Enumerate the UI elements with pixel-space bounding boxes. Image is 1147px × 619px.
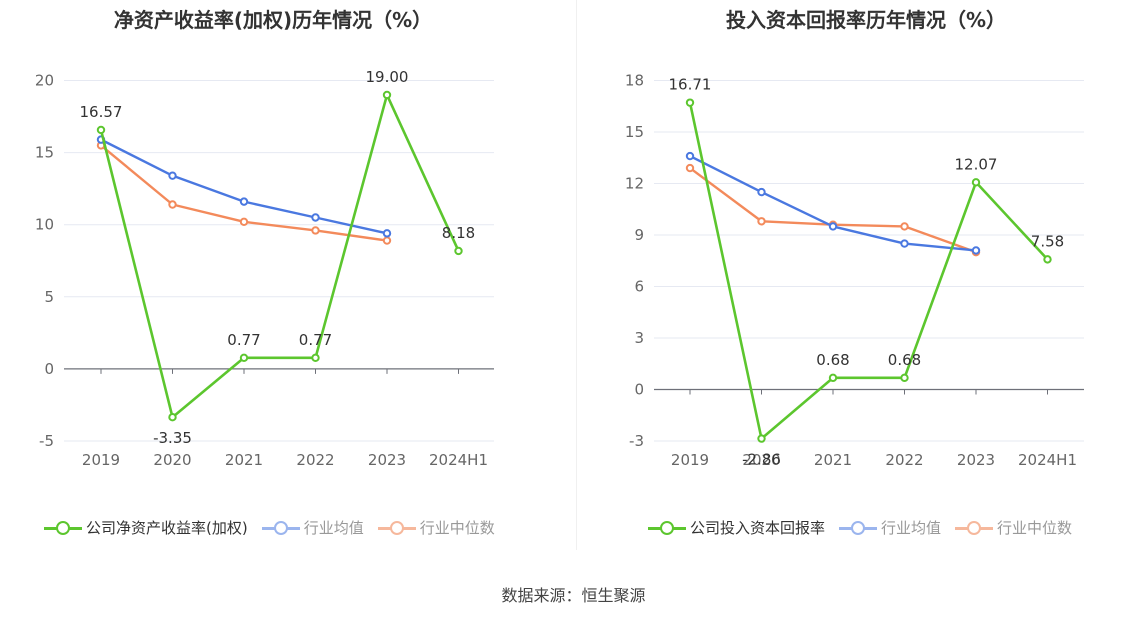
data-point-avg [382, 229, 392, 238]
y-tick-label: 9 [634, 226, 644, 244]
legend-avg-label: 行业均值 [881, 519, 942, 537]
x-tick-label: 2022 [885, 451, 923, 469]
legend-item-avg[interactable]: 行业均值 [261, 517, 364, 538]
data-point-company [971, 178, 981, 187]
legend-item-company[interactable]: 公司投入资本回报率 [648, 517, 825, 538]
y-tick-label: 10 [35, 216, 54, 234]
x-tick-label: 2021 [225, 451, 263, 469]
data-point-median [685, 163, 695, 173]
data-label: 0.77 [299, 331, 332, 349]
data-point-company [900, 373, 909, 383]
data-point-avg [168, 171, 177, 180]
data-point-median [311, 226, 320, 235]
series-line-company [688, 102, 1049, 440]
legend-company-label: 公司投入资本回报率 [690, 519, 826, 537]
data-point-company [828, 373, 838, 383]
data-label: 0.68 [888, 351, 921, 369]
x-tick-label: 2023 [368, 451, 406, 469]
series-line-median [689, 167, 977, 254]
series-line-company [99, 93, 460, 419]
data-point-avg [239, 197, 249, 206]
legend-item-median[interactable]: 行业中位数 [377, 517, 495, 538]
y-tick-label: -3 [629, 432, 644, 450]
series-line-median [100, 144, 388, 242]
y-tick-label: 0 [44, 360, 54, 378]
data-label: -3.35 [153, 429, 192, 447]
x-tick-label: 2024H1 [1018, 451, 1077, 469]
legend-item-avg[interactable]: 行业均值 [839, 517, 941, 538]
x-tick-label: 2019 [671, 451, 709, 469]
roe-chart-title: 净资产收益率(加权)历年情况（%） [113, 8, 433, 32]
y-tick-label: 15 [625, 123, 644, 141]
data-point-avg [311, 213, 320, 222]
data-point-avg [828, 222, 838, 231]
legend-avg-marker-icon [839, 520, 878, 536]
data-label: 0.77 [227, 331, 260, 349]
data-point-company [382, 90, 392, 100]
data-point-median [382, 236, 392, 245]
legend-item-company[interactable]: 公司净资产收益率(加权) [44, 517, 248, 538]
data-label: 16.57 [80, 103, 123, 121]
data-point-company [168, 413, 177, 422]
x-tick-label: 2023 [957, 451, 995, 469]
roe-legend: 公司净资产收益率(加权) 行业均值 行业中位数 [44, 517, 509, 538]
data-label: 16.71 [669, 76, 712, 94]
legend-median-marker-icon [377, 520, 416, 536]
data-point-company [311, 353, 320, 362]
x-tick-label: 2020 [153, 451, 191, 469]
legend-avg-label: 行业均值 [303, 519, 364, 537]
data-label: -2.86 [742, 451, 781, 469]
data-point-avg [685, 151, 695, 161]
legend-company-marker-icon [648, 520, 686, 536]
legend-median-label: 行业中位数 [997, 519, 1073, 537]
chart-divider [576, 0, 577, 550]
data-point-company [454, 246, 463, 256]
y-tick-label: 20 [35, 72, 54, 90]
x-tick-label: 2021 [814, 451, 852, 469]
data-point-avg [900, 239, 909, 248]
data-point-company [757, 434, 766, 443]
y-tick-label: 15 [35, 144, 54, 162]
charts-canvas: -5 0 5 10 15 20 2019 2020 2021 2022 2023 2024H1 16.5… [35, 68, 1084, 469]
legend-company-label: 公司净资产收益率(加权) [86, 519, 248, 537]
x-tick-label: 2024H1 [429, 451, 488, 469]
data-point-median [168, 200, 177, 209]
data-point-median [239, 217, 249, 227]
legend-avg-marker-icon [261, 520, 300, 536]
data-label: 8.18 [442, 224, 475, 242]
data-point-company [1043, 255, 1052, 264]
data-label: 7.58 [1031, 232, 1064, 250]
roe-chart: -5 0 5 10 15 20 2019 2020 2021 2022 2023 2024H1 16.5… [35, 68, 494, 469]
y-tick-label: 0 [634, 381, 644, 399]
y-tick-label: 12 [625, 175, 644, 193]
data-point-company [239, 353, 249, 362]
data-label: 12.07 [955, 155, 998, 173]
data-point-avg [757, 187, 766, 197]
y-tick-label: 3 [634, 329, 644, 347]
legend-median-label: 行业中位数 [419, 519, 495, 537]
x-tick-label: 2019 [82, 451, 120, 469]
data-point-median [900, 222, 909, 231]
roic-legend: 公司投入资本回报率 行业均值 行业中位数 [648, 517, 1086, 538]
y-tick-label: -5 [39, 432, 54, 450]
x-tick-label: 2020 [742, 451, 780, 469]
roic-chart-title: 投入资本回报率历年情况（%） [725, 8, 1007, 32]
y-tick-label: 5 [44, 288, 54, 306]
legend-company-marker-icon [44, 520, 82, 536]
legend-item-median[interactable]: 行业中位数 [955, 517, 1072, 538]
data-point-company [685, 98, 695, 107]
roic-chart: -3 0 3 6 9 12 15 18 2019 2020 2021 2022 2023 2024H1 16… [625, 72, 1084, 469]
y-tick-label: 6 [634, 278, 644, 296]
y-tick-label: 18 [625, 72, 644, 90]
data-point-median [757, 217, 766, 226]
data-label: 0.68 [816, 351, 849, 369]
legend-median-marker-icon [955, 520, 994, 536]
data-point-avg [971, 246, 981, 255]
data-source: 数据来源：恒生聚源 [501, 586, 646, 605]
data-point-company [96, 125, 106, 135]
x-tick-label: 2022 [296, 451, 334, 469]
data-label: 19.00 [366, 68, 409, 86]
